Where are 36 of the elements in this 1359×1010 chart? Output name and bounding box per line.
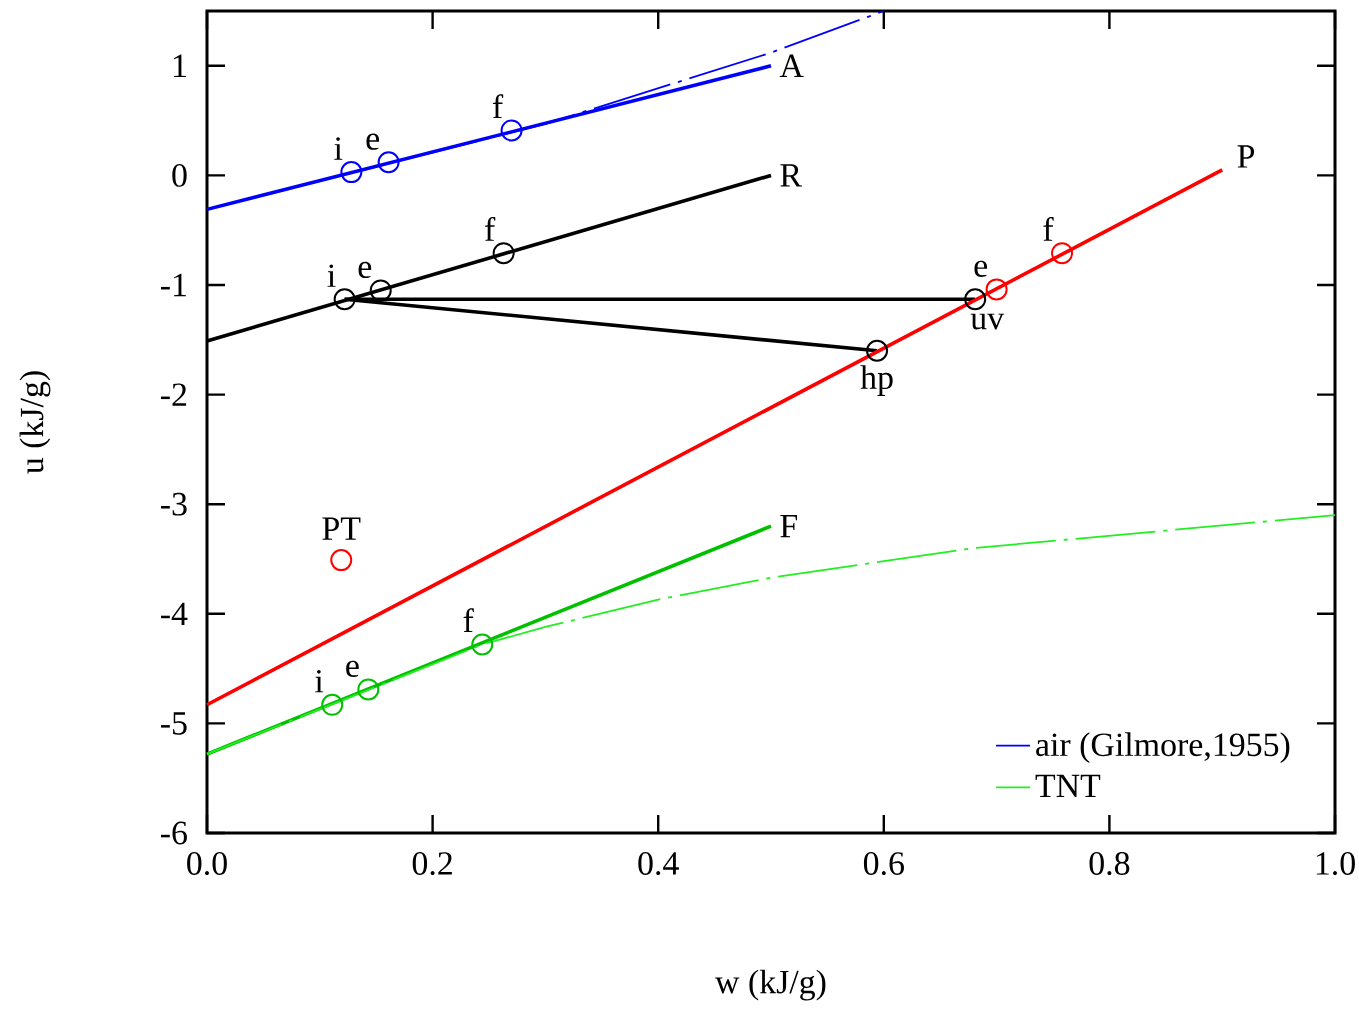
y-tick-label: -3 bbox=[160, 492, 187, 516]
annotation: uv bbox=[970, 313, 1005, 330]
y-tick-label: -1 bbox=[160, 273, 186, 297]
annotation: e bbox=[346, 660, 359, 678]
y-tick-label: -4 bbox=[160, 602, 188, 625]
legend-label: TNT bbox=[1035, 774, 1101, 797]
annotation: e bbox=[358, 261, 372, 279]
y-tick-label: -5 bbox=[160, 712, 187, 735]
annotation: e bbox=[974, 260, 988, 277]
annotation: F bbox=[780, 515, 798, 538]
x-tick-label: 0.8 bbox=[1089, 852, 1130, 876]
x-tick-label: 0.6 bbox=[863, 852, 904, 876]
y-tick-label: 0 bbox=[172, 163, 187, 187]
annotation: f bbox=[463, 608, 474, 633]
x-axis-title: w (kJ/g) bbox=[715, 969, 826, 1001]
annotation: R bbox=[780, 164, 802, 187]
annotation: P bbox=[1237, 145, 1255, 168]
y-tick-label: -2 bbox=[160, 383, 187, 406]
y-axis-title: u (kJ/g) bbox=[19, 371, 51, 474]
annotation: PT bbox=[322, 517, 361, 540]
annotation: i bbox=[334, 137, 343, 160]
x-tick-label: 0.2 bbox=[412, 852, 452, 876]
annotation: f bbox=[492, 94, 504, 119]
legend-label: air (Gilmore,1955) bbox=[1036, 732, 1290, 764]
annotation: i bbox=[315, 669, 324, 693]
annotation: e bbox=[366, 133, 380, 150]
x-tick-label: 1.0 bbox=[1316, 852, 1355, 876]
annotation: f bbox=[1043, 216, 1054, 241]
y-tick-label: -6 bbox=[160, 821, 187, 845]
x-tick-label: 0.4 bbox=[638, 852, 679, 876]
x-tick-label: 0.0 bbox=[187, 852, 227, 876]
annotation: i bbox=[327, 264, 336, 287]
annotation: f bbox=[485, 216, 496, 241]
y-tick-label: 1 bbox=[173, 54, 186, 77]
annotation: hp bbox=[860, 365, 893, 396]
annotation: A bbox=[779, 54, 804, 77]
